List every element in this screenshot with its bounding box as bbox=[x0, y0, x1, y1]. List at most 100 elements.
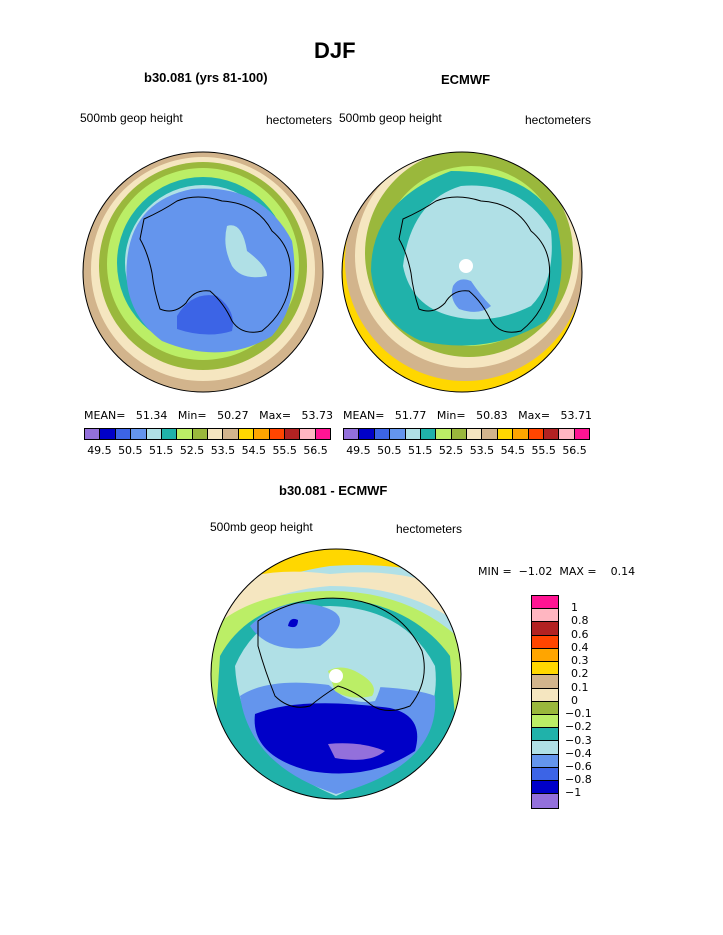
panel3-stats: MIN = −1.02 MAX = 0.14 bbox=[478, 565, 636, 578]
colorbar-tick-label: −0.8 bbox=[565, 773, 592, 787]
colorbar-tick-label: 0.8 bbox=[571, 614, 589, 628]
colorbar-swatch bbox=[269, 429, 285, 439]
colorbar-tick-label: 0.4 bbox=[571, 640, 589, 654]
colorbar-swatch bbox=[532, 622, 558, 636]
colorbar-tick-label: 49.5 bbox=[346, 444, 371, 457]
colorbar-swatch bbox=[300, 429, 316, 439]
colorbar-swatch bbox=[532, 609, 558, 623]
colorbar-swatch bbox=[115, 429, 132, 439]
diff-minus-0-8-b bbox=[288, 618, 298, 628]
ecmwf-map bbox=[341, 151, 583, 393]
colorbar-tick-label: −0.2 bbox=[565, 720, 592, 734]
band-51-5 bbox=[403, 185, 552, 320]
coastline bbox=[257, 597, 425, 711]
panel3-title: b30.081 - ECMWF bbox=[279, 483, 388, 498]
colorbar-swatch bbox=[532, 728, 558, 742]
colorbar-model bbox=[84, 428, 331, 440]
colorbar-swatch bbox=[344, 429, 360, 439]
colorbar-tick-label: 0.2 bbox=[571, 667, 589, 681]
diff-0 bbox=[211, 571, 461, 636]
colorbar-swatch bbox=[436, 429, 452, 439]
diff-minus-1 bbox=[328, 743, 385, 760]
panel1-units-label: hectometers bbox=[266, 113, 333, 127]
colorbar-swatch bbox=[543, 429, 560, 439]
colorbar-swatch bbox=[85, 429, 101, 439]
colorbar-tick-label: 54.5 bbox=[500, 444, 526, 457]
panel2-variable-label: 500mb geop height bbox=[339, 111, 442, 125]
band-50-low bbox=[177, 295, 233, 335]
colorbar-tick-label: 56.5 bbox=[303, 444, 328, 457]
colorbar-swatch bbox=[513, 429, 529, 439]
map-border bbox=[341, 151, 583, 393]
colorbar-swatch bbox=[532, 596, 558, 610]
colorbar-swatch bbox=[192, 429, 208, 439]
colorbar-tick-label: 54.5 bbox=[241, 444, 267, 457]
colorbar-tick-label: 49.5 bbox=[87, 444, 112, 457]
panel2-stats: MEAN= 51.77 Min= 50.83 Max= 53.71 bbox=[343, 409, 593, 422]
colorbar-tick-label: 53.5 bbox=[469, 444, 495, 457]
colorbar-tick-label: 55.5 bbox=[531, 444, 556, 457]
panel2-title: ECMWF bbox=[441, 72, 491, 87]
colorbar-tick-label: 52.5 bbox=[438, 444, 464, 457]
colorbar-swatch bbox=[528, 429, 544, 439]
colorbar-tick-label: −0.1 bbox=[565, 707, 592, 721]
colorbar-difference bbox=[531, 595, 559, 809]
colorbar-tick-label: 53.5 bbox=[210, 444, 236, 457]
colorbar-tick-label: 0.3 bbox=[571, 654, 589, 668]
missing-data-hole bbox=[329, 669, 343, 683]
panel1-title: b30.081 (yrs 81-100) bbox=[144, 70, 268, 85]
panel3-variable-label: 500mb geop height bbox=[210, 520, 313, 534]
colorbar-swatch bbox=[532, 741, 558, 755]
map-border bbox=[82, 151, 324, 393]
missing-data-hole bbox=[459, 259, 473, 273]
colorbar-swatch bbox=[315, 429, 330, 439]
colorbar-swatch bbox=[532, 781, 558, 795]
colorbar-swatch bbox=[532, 714, 558, 729]
panel1-stats: MEAN= 51.34 Min= 50.27 Max= 53.73 bbox=[84, 409, 334, 422]
colorbar-swatch bbox=[374, 429, 391, 439]
page-title: DJF bbox=[314, 38, 356, 63]
colorbar-swatch bbox=[420, 429, 437, 439]
coastline bbox=[139, 196, 292, 333]
model-map bbox=[82, 151, 324, 393]
colorbar-tick-label: −0.6 bbox=[565, 759, 592, 773]
colorbar-ecmwf bbox=[343, 428, 590, 440]
colorbar-swatch bbox=[223, 429, 239, 439]
map-border bbox=[210, 548, 462, 800]
colorbar-swatch bbox=[482, 429, 498, 439]
colorbar-swatch bbox=[532, 662, 558, 676]
colorbar-swatch bbox=[238, 429, 255, 439]
colorbar-tick-label: −1 bbox=[565, 786, 582, 800]
colorbar-swatch bbox=[467, 429, 483, 439]
colorbar-swatch bbox=[532, 635, 558, 649]
panel3-units-label: hectometers bbox=[396, 522, 463, 536]
colorbar-swatch bbox=[208, 429, 224, 439]
panel2-units-label: hectometers bbox=[525, 113, 592, 127]
colorbar-swatch bbox=[532, 754, 558, 768]
colorbar-swatch bbox=[131, 429, 147, 439]
colorbar-swatch bbox=[161, 429, 178, 439]
colorbar-tick-label: 52.5 bbox=[179, 444, 205, 457]
colorbar-swatch bbox=[497, 429, 514, 439]
colorbar-swatch bbox=[390, 429, 406, 439]
colorbar-swatch bbox=[532, 701, 558, 715]
colorbar-tick-label: 1 bbox=[571, 601, 578, 615]
colorbar-tick-label: 0.1 bbox=[571, 680, 589, 694]
panel1-variable-label: 500mb geop height bbox=[80, 111, 183, 125]
colorbar-swatch bbox=[532, 648, 558, 663]
colorbar-swatch bbox=[451, 429, 467, 439]
colorbar-swatch bbox=[532, 675, 558, 689]
difference-map bbox=[210, 548, 462, 800]
colorbar-tick-label: 51.5 bbox=[148, 444, 174, 457]
colorbar-tick-label: 55.5 bbox=[272, 444, 297, 457]
colorbar-swatch bbox=[559, 429, 575, 439]
colorbar-swatch bbox=[146, 429, 162, 439]
colorbar-tick-label: −0.4 bbox=[565, 746, 592, 760]
band-51-high bbox=[225, 225, 267, 278]
colorbar-swatch bbox=[574, 429, 589, 439]
coastline bbox=[398, 196, 551, 333]
colorbar-tick-label: 0.6 bbox=[571, 627, 589, 641]
colorbar-tick-label: 56.5 bbox=[562, 444, 587, 457]
colorbar-swatch bbox=[284, 429, 301, 439]
colorbar-swatch bbox=[177, 429, 193, 439]
